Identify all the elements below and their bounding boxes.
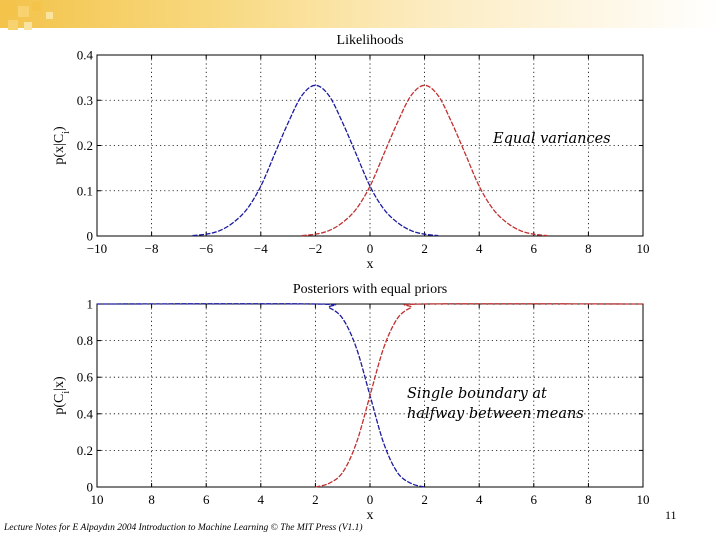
chart-1-y-tick-label: 0 <box>87 229 94 244</box>
chart-1-x-tick-label: 8 <box>585 241 592 256</box>
chart-1-x-tick-label: −4 <box>254 241 268 256</box>
chart-1-x-tick-label: −2 <box>308 241 322 256</box>
chart-2-x-tick-label: 6 <box>531 492 538 507</box>
chart-2-x-tick-label: 0 <box>367 492 374 507</box>
chart-2-x-tick-label: 4 <box>258 492 265 507</box>
chart-2-x-tick-label: 10 <box>637 492 650 507</box>
decorative-square <box>2 2 16 16</box>
chart-2-y-axis-label: p(Ci|x) <box>52 376 72 415</box>
chart-1-y-tick-label: 0.4 <box>77 48 94 63</box>
page-number: 11 <box>665 508 677 522</box>
chart-1-y-tick-label: 0.2 <box>77 138 93 153</box>
chart-2-y-tick-label: 0 <box>87 480 94 495</box>
chart-1-x-tick-label: 10 <box>637 241 650 256</box>
chart-2-y-tick-label: 0.4 <box>77 406 94 421</box>
chart-2-x-tick-label: 10 <box>91 492 104 507</box>
chart-1-x-tick-label: 0 <box>367 241 374 256</box>
chart-1-y-tick-label: 0.3 <box>77 93 93 108</box>
chart-2-y-tick-label: 1 <box>87 297 94 312</box>
chart-2-x-tick-label: 8 <box>148 492 155 507</box>
chart-2-y-tick-label: 0.6 <box>77 370 94 385</box>
decorative-square <box>46 12 53 19</box>
chart-1-series-1-line <box>192 84 439 237</box>
chart-1-x-tick-label: −8 <box>145 241 159 256</box>
chart-2-x-tick-label: 2 <box>312 492 319 507</box>
decorative-square <box>18 6 29 17</box>
chart-1-y-axis-label: p(x|Ci) <box>52 126 72 165</box>
chart-2-x-tick-label: 4 <box>476 492 483 507</box>
chart-1-x-tick-label: −6 <box>199 241 213 256</box>
footer-text: Lecture Notes for E Alpaydın 2004 Introd… <box>4 523 363 533</box>
chart-1-x-tick-label: 6 <box>531 241 538 256</box>
chart-2-series-2-line <box>315 303 644 488</box>
chart-2-y-tick-label: 0.8 <box>77 333 93 348</box>
chart-1-x-axis-label: x <box>367 257 374 272</box>
chart-1-series-2-line <box>301 84 548 237</box>
chart-1-title: Likelihoods <box>337 33 404 48</box>
chart-2-series-1-line <box>96 303 425 488</box>
chart-2-x-axis-label: x <box>367 508 374 523</box>
chart-1-y-tick-label: 0.1 <box>77 183 93 198</box>
equal-variances-annotation: Equal variances <box>493 131 611 147</box>
chart-1-x-tick-label: 4 <box>476 241 483 256</box>
chart-2-x-tick-label: 8 <box>585 492 592 507</box>
chart-2-x-tick-label: 2 <box>421 492 428 507</box>
title-band-decoration <box>0 0 720 28</box>
boundary-annotation-line-1: Single boundary at <box>407 386 547 402</box>
decorative-square <box>32 2 41 11</box>
decorative-square <box>24 22 32 30</box>
chart-2-x-tick-label: 6 <box>203 492 210 507</box>
boundary-annotation-line-2: halfway between means <box>407 406 584 422</box>
chart-1-x-tick-label: 2 <box>421 241 428 256</box>
chart-2-y-tick-label: 0.2 <box>77 443 93 458</box>
chart-1-x-tick-label: −10 <box>87 241 107 256</box>
decorative-square <box>8 20 18 30</box>
chart-2-title: Posteriors with equal priors <box>293 282 447 297</box>
